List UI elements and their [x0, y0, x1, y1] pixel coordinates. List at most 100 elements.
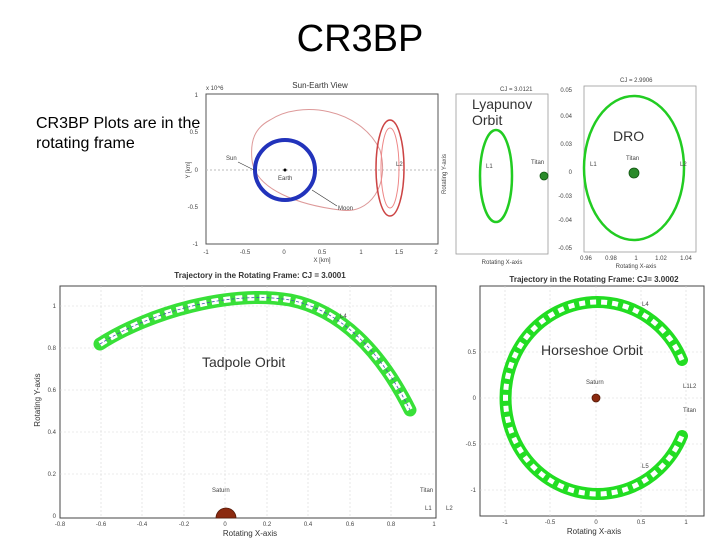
tadpole-xtick: -0.8 — [55, 522, 66, 528]
tadpole-orbit-label: Tadpole Orbit — [202, 354, 286, 370]
dro-ytick: 0.05 — [560, 88, 572, 94]
tadpole-ytick: 0 — [53, 514, 57, 520]
sun-earth-plot: Sun-Earth View x 10^6 1 0.5 0 -0.5 -1 -1… — [186, 81, 439, 264]
sun-earth-xtick: 0 — [282, 250, 286, 256]
sun-earth-ytick: 1 — [195, 93, 199, 99]
lyapunov-ylabel: Rotating Y-axis — [442, 154, 448, 194]
tadpole-xtick: 0.4 — [304, 522, 313, 528]
horseshoe-axes — [479, 285, 705, 517]
lyapunov-l1: L1 — [486, 164, 493, 170]
dro-l2: L2 — [680, 162, 687, 168]
lyapunov-orbit — [478, 128, 514, 224]
tadpole-titan: Titan — [420, 488, 433, 494]
horseshoe-l4: L4 — [642, 302, 649, 308]
horseshoe-xlabel: Rotating X-axis — [567, 527, 621, 536]
horseshoe-saturn-marker — [591, 393, 601, 403]
tadpole-xtick: 1 — [432, 522, 436, 528]
sun-earth-ytick: 0.5 — [190, 130, 199, 136]
horseshoe-ytick: 0 — [473, 396, 477, 402]
moon-orbit — [253, 138, 317, 202]
titan-marker — [539, 171, 549, 181]
horseshoe-orbit-loops — [503, 299, 685, 497]
horseshoe-ytick: 0.5 — [468, 350, 477, 356]
horseshoe-xtick: -0.5 — [545, 520, 556, 526]
horseshoe-xtick: 0.5 — [637, 520, 646, 526]
dro-cj: CJ = 2.9906 — [620, 78, 653, 84]
dro-titan-marker — [628, 167, 640, 179]
horseshoe-ytick: -1 — [471, 488, 477, 494]
dro-ytick: 0.03 — [560, 142, 572, 148]
horseshoe-l1l2: L1L2 — [683, 384, 697, 390]
dro-xtick: 0.96 — [580, 256, 592, 262]
tadpole-xlabel: Rotating X-axis — [223, 529, 277, 538]
dro-l1: L1 — [590, 162, 597, 168]
horseshoe-saturn: Saturn — [586, 380, 604, 386]
slide-title: CR3BP — [296, 18, 424, 60]
horseshoe-ytick: -0.5 — [466, 442, 477, 448]
lyapunov-titan: Titan — [531, 160, 544, 166]
earth-marker — [283, 168, 287, 172]
slide-note: CR3BP Plots are in the rotating frame — [36, 115, 201, 152]
l2-label: L2 — [396, 162, 403, 168]
tadpole-xtick: 0.8 — [387, 522, 396, 528]
dro-ytick: 0.04 — [560, 114, 572, 120]
sun-earth-xtick: 1.5 — [395, 250, 404, 256]
dro-ytick: -0.03 — [558, 194, 572, 200]
tadpole-plot: Trajectory in the Rotating Frame: CJ = 3… — [33, 271, 453, 538]
sun-earth-xtick: 2 — [434, 250, 438, 256]
tadpole-l2: L2 — [446, 506, 453, 512]
dro-ytick: -0.04 — [558, 218, 572, 224]
horseshoe-orbit-label: Horseshoe Orbit — [541, 342, 643, 358]
dro-ytick: -0.05 — [558, 246, 572, 252]
tadpole-ytick: 0.4 — [48, 430, 57, 436]
sun-earth-ytick: 0 — [195, 168, 199, 174]
dro-plot: CJ = 2.9906 0.05 0.04 0.03 0 -0.03 -0.04… — [558, 78, 697, 270]
l2-halo-orbit-inner — [380, 127, 400, 209]
lyapunov-orbit-label: Lyapunov Orbit — [472, 96, 533, 128]
horseshoe-plot: Trajectory in the Rotating Frame: CJ= 3.… — [466, 275, 705, 536]
horseshoe-xtick: -1 — [502, 520, 508, 526]
sun-earth-title: Sun-Earth View — [292, 81, 348, 90]
tadpole-xtick: -0.6 — [96, 522, 107, 528]
tadpole-xtick: -0.4 — [137, 522, 148, 528]
sun-earth-xtick: 0.5 — [318, 250, 327, 256]
lyapunov-plot: CJ = 3.0121 Titan L1 Rotating Y-axis Rot… — [442, 87, 549, 266]
tadpole-axes — [59, 285, 437, 519]
tadpole-ytick: 1 — [53, 304, 57, 310]
sun-earth-exp: x 10^6 — [206, 86, 224, 92]
l2-halo-orbit — [375, 119, 405, 217]
dro-xtick: 0.98 — [605, 256, 617, 262]
sun-earth-xtick: 1 — [359, 250, 363, 256]
dro-xtick: 1 — [634, 256, 638, 262]
transfer-trajectory — [251, 109, 384, 212]
horseshoe-xtick: 1 — [684, 520, 688, 526]
tadpole-ytick: 0.6 — [48, 388, 57, 394]
tadpole-l1: L1 — [425, 506, 432, 512]
dro-titan: Titan — [626, 156, 639, 162]
horseshoe-title: Trajectory in the Rotating Frame: CJ= 3.… — [509, 275, 679, 284]
sun-earth-ytick: -1 — [193, 242, 199, 248]
lyapunov-axes — [455, 93, 549, 255]
dro-axes — [583, 85, 697, 253]
tadpole-orbit-guide — [99, 297, 411, 411]
horseshoe-xtick: 0 — [594, 520, 598, 526]
tadpole-xtick: 0.2 — [263, 522, 272, 528]
tadpole-ytick: 0.8 — [48, 346, 57, 352]
sun-earth-xtick: -1 — [203, 250, 209, 256]
tadpole-l4: L4 — [340, 314, 347, 320]
sun-label: Sun — [226, 156, 237, 162]
sun-earth-axes — [205, 93, 439, 245]
lyapunov-xlabel: Rotating X-axis — [482, 260, 523, 266]
saturn-marker — [215, 507, 237, 519]
horseshoe-l5: L5 — [642, 464, 649, 470]
dro-orbit — [582, 94, 686, 242]
sun-earth-xtick: -0.5 — [240, 250, 251, 256]
horseshoe-titan: Titan — [683, 408, 696, 414]
tadpole-xtick: 0.6 — [346, 522, 355, 528]
tadpole-xtick: -0.2 — [179, 522, 190, 528]
tadpole-saturn: Saturn — [212, 488, 230, 494]
moon-label: Moon — [338, 206, 353, 212]
sun-earth-ytick: -0.5 — [188, 205, 199, 211]
tadpole-title: Trajectory in the Rotating Frame: CJ = 3… — [174, 271, 346, 280]
dro-xtick: 1.02 — [655, 256, 667, 262]
